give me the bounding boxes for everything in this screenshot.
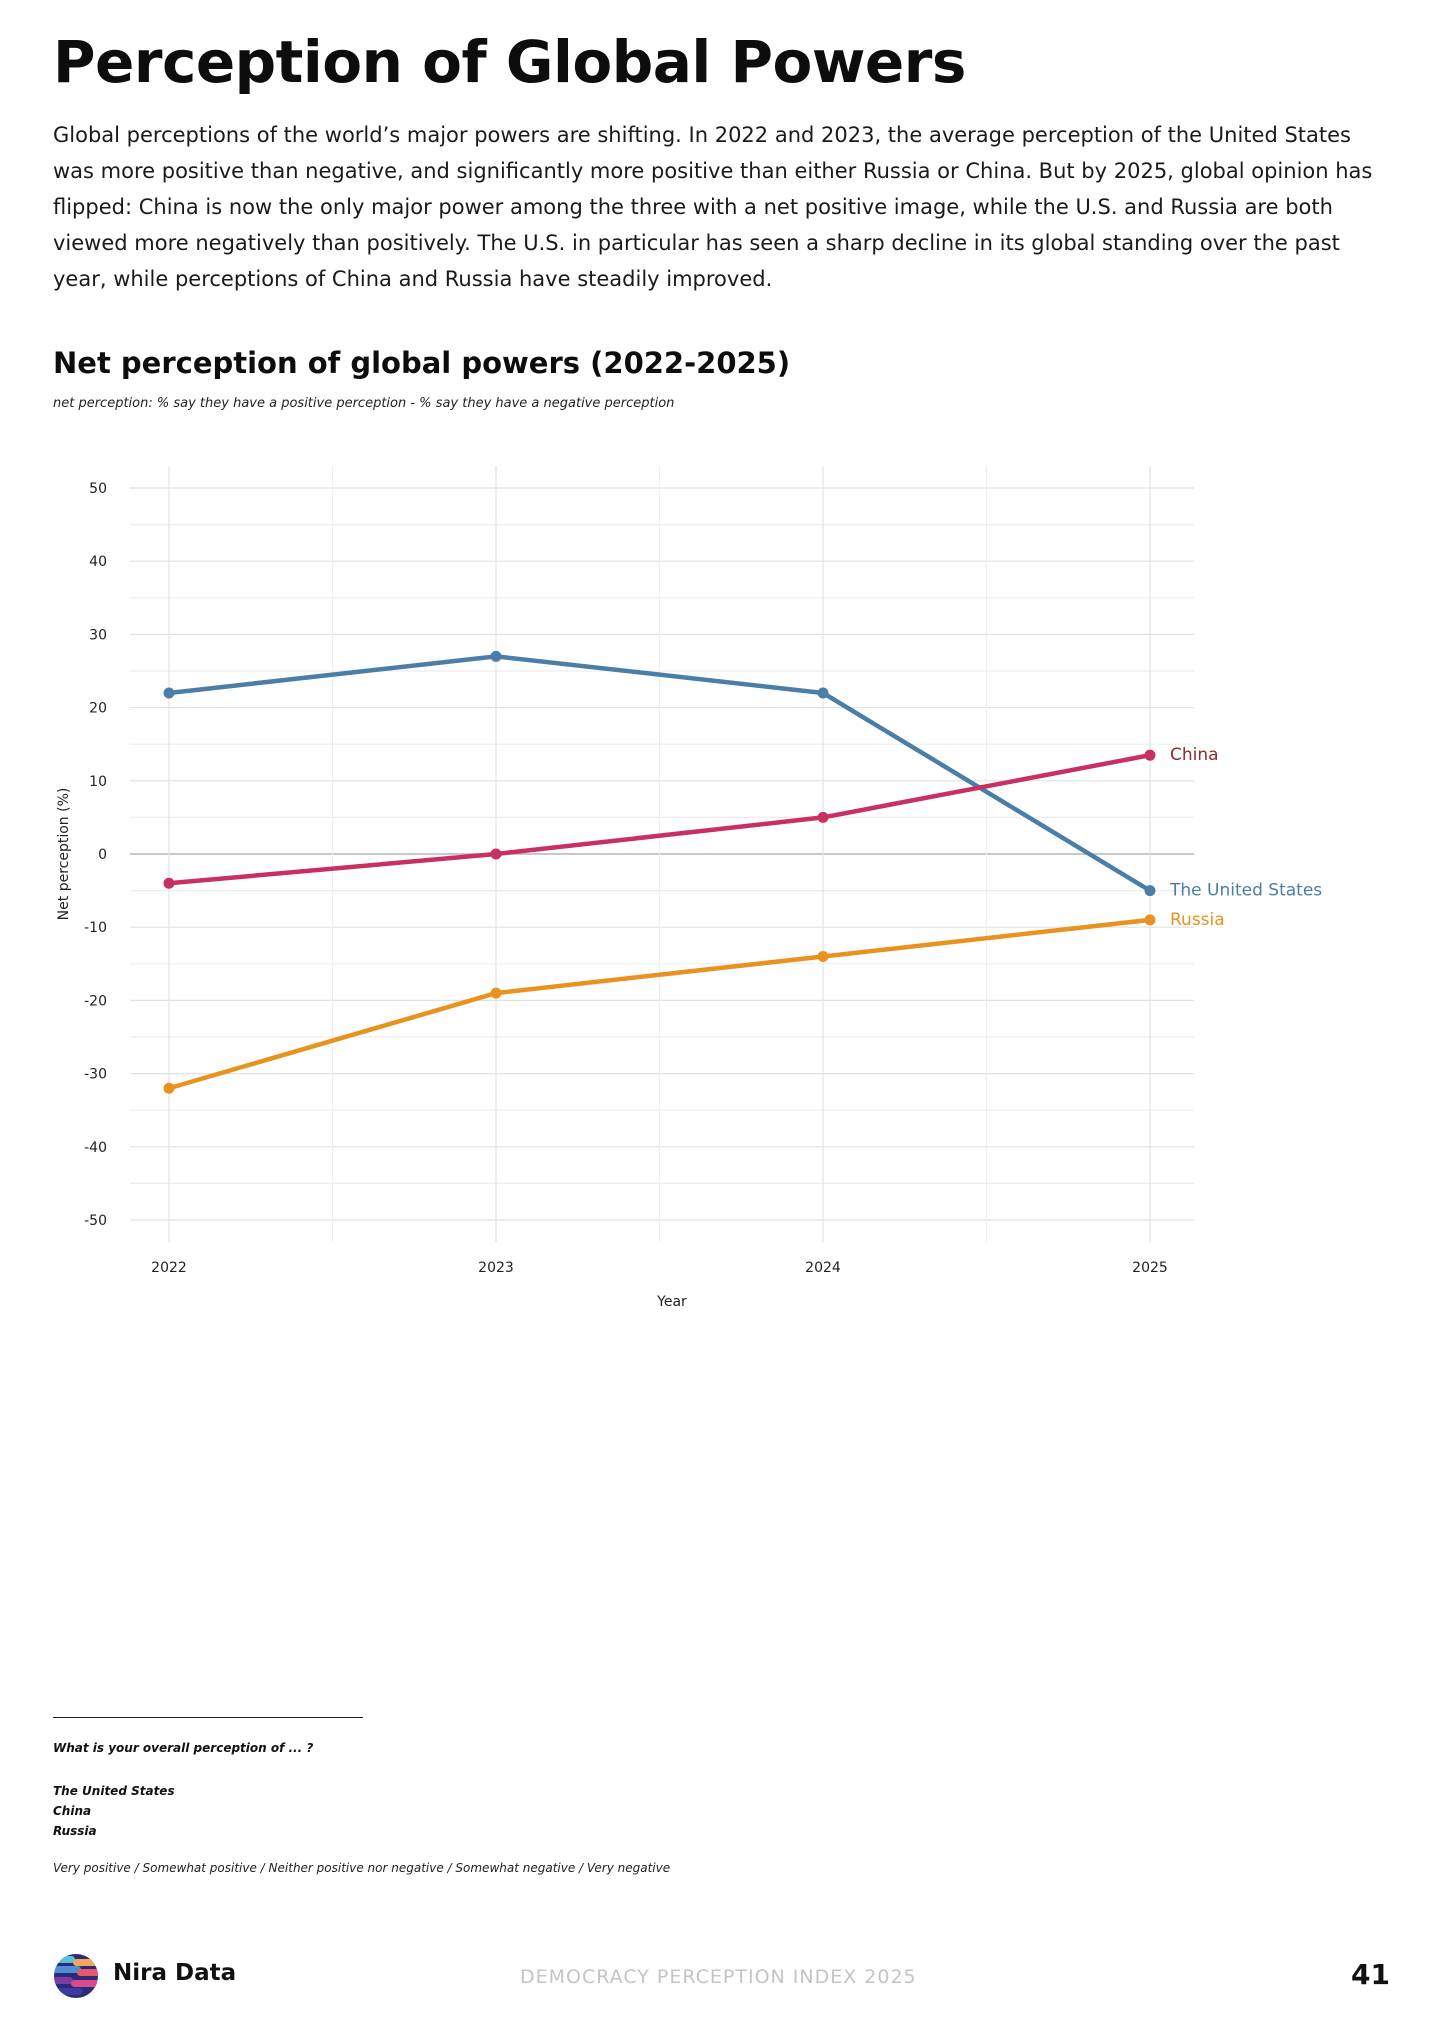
y-tick-label: 20: [89, 701, 107, 717]
series-label-the-united-states: The United States: [1169, 881, 1322, 901]
brand-name: Nira Data: [113, 1960, 237, 1986]
data-point-russia: [490, 987, 502, 999]
chart-subtitle: net perception: % say they have a positi…: [53, 396, 675, 411]
series-line-china: [166, 752, 1153, 886]
axis-labels: 50 40 30 20 10 0 -10 -20 -30 -40 -50 2022 2023 2024 20…: [56, 481, 1168, 1310]
y-tick-label: -50: [84, 1213, 107, 1229]
nira-data-logo: [54, 1954, 98, 1998]
y-tick-label: 50: [89, 481, 107, 497]
y-tick-label: 0: [98, 847, 107, 863]
report-title: DEMOCRACY PERCEPTION INDEX 2025: [520, 1966, 917, 1988]
data-point-china: [1144, 749, 1156, 761]
y-tick-label: -40: [84, 1140, 107, 1156]
series-line-russia: [166, 917, 1153, 1091]
y-tick-label: 40: [89, 554, 107, 570]
y-tick-label: -10: [84, 920, 107, 936]
data-point-the-united-states: [163, 687, 175, 699]
data-point-china: [490, 848, 502, 860]
footnote-divider: [53, 1717, 363, 1718]
x-axis-title: Year: [656, 1294, 687, 1310]
footnote-item: Russia: [53, 1824, 97, 1838]
grid-lines: [130, 466, 1194, 1242]
data-point-the-united-states: [1144, 885, 1156, 897]
page-number: 41: [1351, 1958, 1390, 1991]
series-label-china: China: [1170, 745, 1219, 765]
footnote-items: The United States China Russia: [53, 1781, 175, 1841]
series-lines: [163, 650, 1156, 1094]
footnote-item: The United States: [53, 1784, 175, 1798]
y-axis-title: Net perception (%): [56, 788, 72, 921]
net-perception-line-chart: 50 40 30 20 10 0 -10 -20 -30 -40 -50 2022 2023 2024 20…: [56, 466, 1322, 1310]
data-point-russia: [1144, 914, 1156, 926]
x-tick-label: 2025: [1132, 1260, 1168, 1276]
y-tick-label: -20: [84, 993, 107, 1009]
data-point-the-united-states: [490, 650, 502, 662]
chart-title: Net perception of global powers (2022-20…: [53, 346, 791, 380]
footnote-item: China: [53, 1804, 92, 1818]
data-point-russia: [163, 1082, 175, 1094]
series-labels: The United States China Russia: [1169, 745, 1322, 930]
y-tick-label: 30: [89, 627, 107, 643]
footnote-answer-scale: Very positive / Somewhat positive / Neit…: [53, 1861, 671, 1875]
intro-paragraph: Global perceptions of the world’s major …: [53, 123, 1373, 291]
page-title: Perception of Global Powers: [53, 28, 966, 96]
y-tick-label: 10: [89, 774, 107, 790]
x-tick-label: 2024: [805, 1260, 841, 1276]
footnote-question: What is your overall perception of ... ?: [53, 1741, 314, 1755]
data-point-russia: [817, 950, 829, 962]
data-point-the-united-states: [817, 687, 829, 699]
series-label-russia: Russia: [1170, 910, 1225, 930]
y-tick-label: -30: [84, 1067, 107, 1083]
x-tick-label: 2023: [478, 1260, 514, 1276]
x-tick-label: 2022: [151, 1260, 187, 1276]
series-line-the-united-states: [166, 654, 1153, 893]
data-point-china: [817, 811, 829, 823]
data-point-china: [163, 877, 175, 889]
